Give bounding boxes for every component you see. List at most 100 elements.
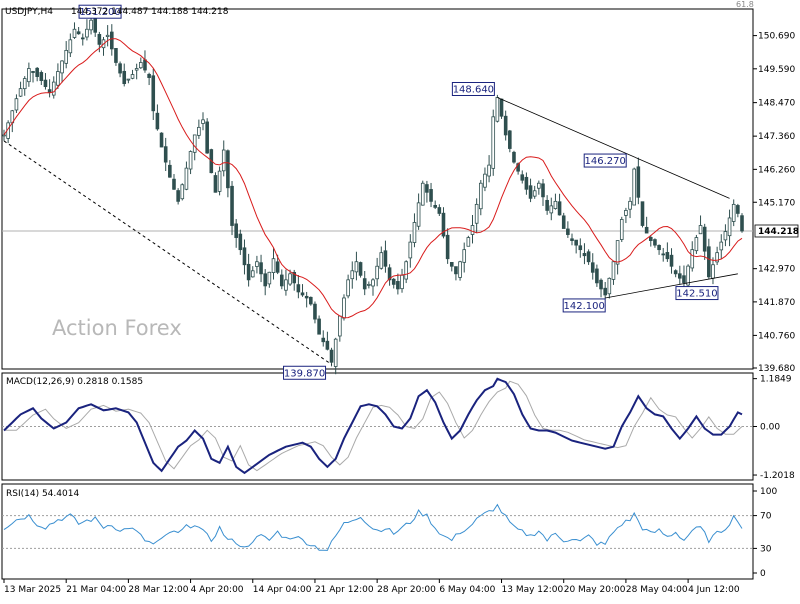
price-label: 148.640	[453, 84, 494, 95]
candle-body	[375, 265, 379, 280]
candle-body	[462, 249, 467, 263]
candle-body	[259, 262, 263, 275]
candle-body	[698, 225, 703, 235]
price-label-box	[283, 365, 327, 380]
x-tick-label: 6 May 04:00	[439, 585, 495, 595]
candle-body	[586, 251, 591, 263]
candle-body	[317, 318, 321, 335]
candle-body	[27, 68, 31, 83]
candle-body	[85, 28, 89, 38]
candle-body	[545, 199, 549, 211]
candle-body	[255, 261, 259, 267]
candle-body	[267, 271, 272, 285]
y-tick-label: 149.590	[758, 65, 795, 75]
candle-body	[242, 247, 247, 266]
candle-body	[615, 240, 620, 265]
candle-body	[740, 215, 744, 232]
candle-body	[130, 74, 135, 79]
candle-body	[304, 295, 309, 299]
candle-body	[14, 98, 19, 111]
x-tick-label: 20 May 20:00	[564, 585, 626, 595]
x-tick-label: 28 May 04:00	[626, 585, 688, 595]
candle-body	[122, 70, 127, 85]
candle-body	[690, 249, 695, 269]
candle-body	[644, 226, 649, 234]
candle-body	[474, 203, 479, 224]
candle-body	[719, 241, 724, 251]
candle-body	[338, 315, 342, 337]
candle-body	[35, 67, 39, 77]
price-label: 142.100	[564, 301, 605, 312]
candle-body	[109, 31, 114, 50]
candle-body	[499, 98, 504, 117]
candle-body	[246, 263, 251, 281]
candle-body	[557, 201, 562, 216]
candle-body	[416, 202, 421, 227]
candle-body	[354, 261, 359, 273]
candle-body	[661, 253, 666, 256]
candle-body	[230, 185, 234, 226]
candle-body	[512, 151, 516, 163]
x-tick-label: 28 Mar 12:00	[128, 585, 188, 595]
candle-body	[309, 296, 313, 305]
candle-body	[516, 163, 520, 172]
y-tick-label: 142.970	[758, 265, 795, 275]
candle-body	[221, 149, 226, 172]
candle-body	[537, 182, 541, 189]
candle-body	[51, 81, 56, 96]
candle-body	[628, 200, 632, 210]
price-label: 142.510	[676, 289, 717, 300]
candle-body	[379, 252, 384, 269]
candle-body	[358, 262, 363, 276]
main-panel-frame	[1, 8, 754, 370]
macd-y-tick-label: 0.00	[760, 423, 780, 433]
candle-body	[532, 190, 537, 197]
candle-body	[520, 174, 525, 181]
candle-body	[362, 278, 367, 290]
candle-body	[437, 207, 442, 214]
candle-body	[686, 265, 690, 286]
candle-body	[528, 185, 533, 199]
price-label-box	[78, 4, 122, 19]
candle-body	[445, 234, 450, 260]
x-tick-label: 4 Jun 12:00	[688, 585, 740, 595]
candle-body	[139, 62, 143, 69]
x-tick-label: 21 Apr 12:00	[315, 585, 374, 595]
candle-body	[2, 134, 6, 137]
y-tick-label: 148.470	[758, 99, 795, 109]
candle-body	[263, 273, 268, 287]
candle-body	[491, 116, 496, 169]
candle-body	[97, 34, 102, 45]
candle-body	[126, 78, 131, 81]
candle-body	[89, 19, 93, 31]
candle-body	[495, 97, 500, 122]
corner-fib-label: 61.8	[736, 0, 754, 9]
symbol-label: USDJPY,H4	[5, 7, 53, 17]
candle-body	[271, 258, 276, 273]
candle-body	[387, 267, 392, 281]
rsi-title: RSI(14) 54.4014	[6, 489, 79, 499]
candle-body	[296, 284, 301, 293]
candle-body	[43, 79, 48, 88]
candle-body	[694, 237, 699, 252]
candle-body	[275, 261, 280, 273]
candle-body	[636, 166, 641, 198]
candle-body	[163, 146, 168, 163]
candle-body	[665, 252, 670, 260]
rsi-line	[3, 503, 743, 551]
candle-body	[238, 233, 243, 251]
candle-body	[404, 261, 408, 280]
candle-body	[321, 337, 326, 343]
candle-body	[412, 222, 417, 243]
candle-body	[723, 231, 728, 241]
candle-body	[400, 274, 404, 290]
x-tick-label: 13 May 12:00	[502, 585, 564, 595]
candle-body	[429, 189, 433, 202]
candle-body	[466, 237, 471, 247]
candle-body	[483, 173, 487, 188]
rsi-panel-frame	[1, 483, 754, 580]
candle-body	[624, 210, 628, 216]
candle-body	[188, 151, 193, 170]
